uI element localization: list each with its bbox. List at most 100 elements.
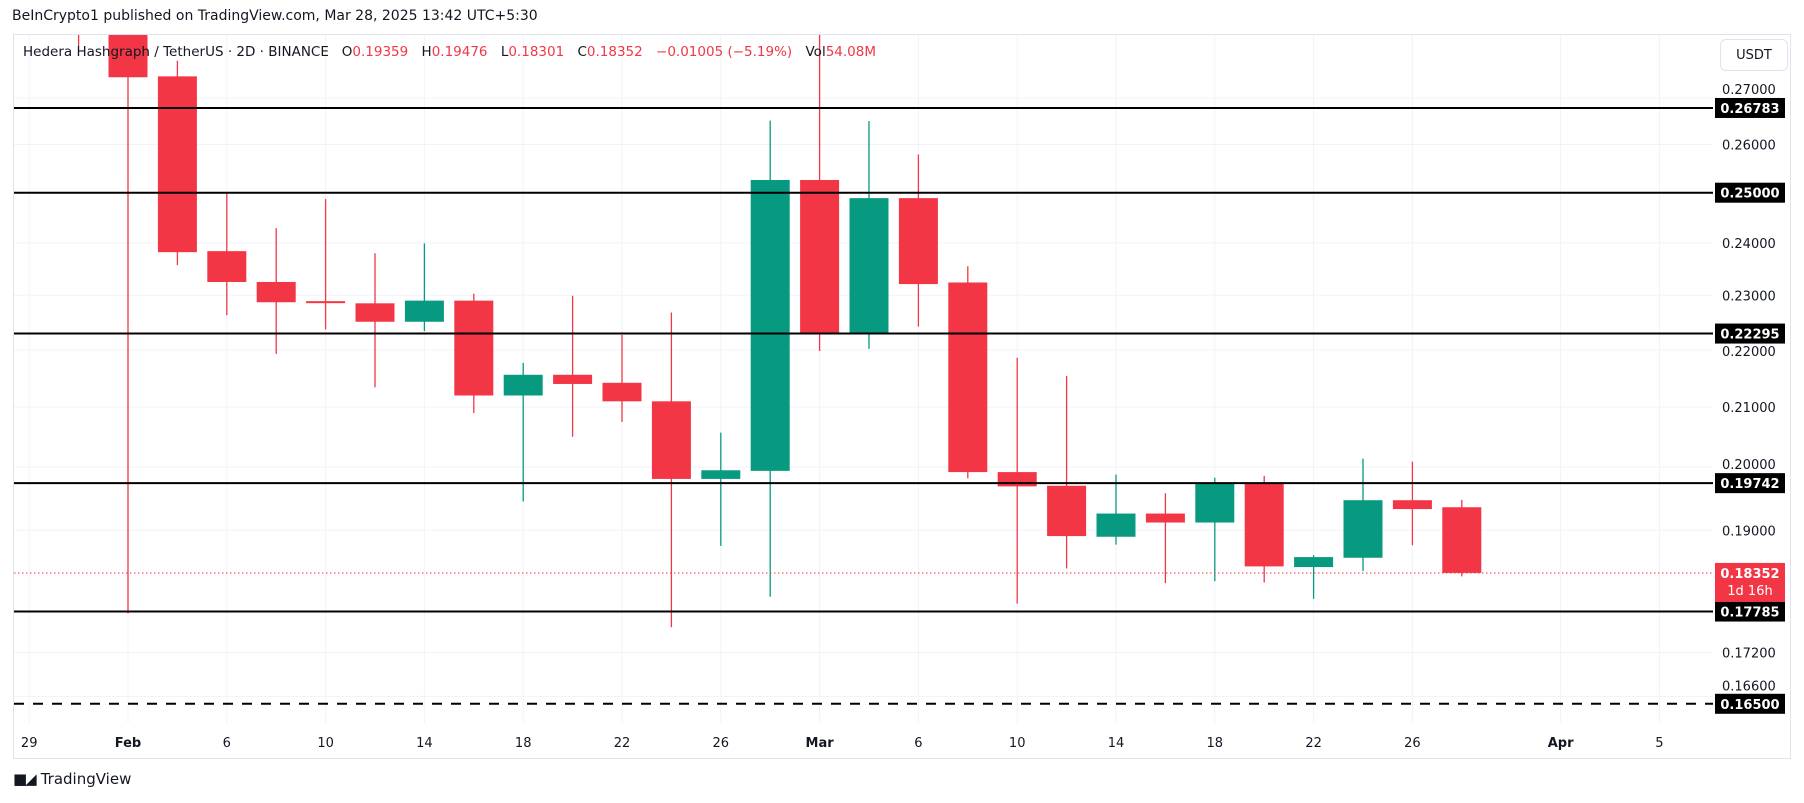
candle-up[interactable] [1195,477,1235,582]
candle-down[interactable] [1047,375,1087,569]
candle-down[interactable] [553,295,593,437]
level-label-text: 0.17785 [1720,606,1779,621]
time-tick-label: 5 [1655,736,1663,751]
candle-down[interactable] [454,293,494,414]
candle-down[interactable] [1442,499,1482,577]
price-tick-label: 0.27000 [1722,83,1776,98]
candle-body [849,198,889,334]
candle-body [1392,500,1432,510]
symbol-name[interactable]: Hedera Hashgraph / TetherUS · 2D · BINAN… [23,44,329,60]
candle-up[interactable] [701,432,741,546]
candle-body [1195,483,1235,523]
candle-body [553,374,593,384]
price-tick-label: 0.23000 [1722,289,1776,304]
level-label-box [1715,182,1785,203]
tradingview-logo[interactable]: ■◢ TradingView [13,770,131,788]
time-tick-label: Apr [1548,736,1574,751]
change-value: −0.01005 (−5.19%) [656,44,793,60]
candle-down[interactable] [1145,493,1185,584]
time-tick-label: 26 [713,736,730,751]
level-labels: 0.26783 0.25000 0.22295 0.19742 0.17785 0.165… [1715,97,1785,714]
candle-body [454,300,494,396]
time-tick-label: 10 [1009,736,1026,751]
candle-body [800,179,840,334]
candle-up[interactable] [1294,555,1334,599]
level-label-text: 0.26783 [1720,102,1779,117]
level-price-label: 0.26783 [1715,97,1785,118]
candle-down[interactable] [108,10,148,614]
level-label-text: 0.16500 [1720,698,1779,713]
level-label-box [1715,693,1785,714]
open-label: O [341,44,353,60]
candle-body [1343,500,1383,558]
price-axis[interactable]: 0.27000 0.26000 0.24000 0.23000 0.22000 0.210… [1722,83,1776,694]
time-tick-label: 10 [317,736,334,751]
candle-up[interactable] [503,362,543,502]
current-price-tag: 0.18352 1d 16h [1715,562,1785,602]
candle-body [355,303,395,322]
currency-button[interactable]: USDT [1720,39,1788,71]
candle-body [1442,507,1482,573]
candle-body [1294,557,1334,568]
candle-body [997,472,1037,487]
time-tick-label: Mar [806,736,835,751]
candle-body [207,251,247,282]
candle-up[interactable] [1343,458,1383,572]
candle-body [157,76,197,253]
candle-down[interactable] [800,33,840,352]
candle-up[interactable] [750,120,790,597]
time-tick-label: 6 [223,736,231,751]
price-tick-label: 0.19000 [1722,524,1776,539]
candle-down[interactable] [1244,475,1284,583]
candle-body [256,281,296,303]
candle-down[interactable] [207,193,247,316]
candle-body [108,35,148,78]
candle-down[interactable] [1392,461,1432,546]
level-label-box [1715,323,1785,344]
horizontal-levels[interactable] [14,106,1713,705]
time-tick-label: 18 [515,736,532,751]
volume-label: Vol [805,44,826,60]
level-price-label: 0.22295 [1715,323,1785,344]
candle-body [1047,485,1087,537]
candle-body [651,401,691,479]
time-tick-label: 22 [1305,736,1322,751]
price-tick-label: 0.24000 [1722,237,1776,252]
brand-name: TradingView [40,770,132,788]
candle-up[interactable] [1096,474,1136,545]
candle-body [1244,483,1284,567]
time-tick-label: 6 [914,736,922,751]
candle-body [306,301,346,304]
candle-down[interactable] [355,253,395,388]
level-price-label: 0.19742 [1715,473,1785,494]
candle-body [1145,513,1185,523]
time-tick-label: 26 [1404,736,1421,751]
time-axis[interactable]: 29 Feb 6 10 14 18 22 26 Mar 6 10 14 18 22 26 Apr 5 [21,736,1664,751]
time-tick-label: 22 [614,736,631,751]
tradingview-logo-icon: ■◢ [13,770,37,788]
candle-down[interactable] [651,312,691,628]
candle-down[interactable] [602,334,642,422]
candles [14,10,1713,628]
candle-down[interactable] [898,154,938,327]
level-label-text: 0.25000 [1720,187,1779,202]
candle-body [1096,513,1136,537]
candle-up[interactable] [849,121,889,349]
candle-body [701,470,741,479]
price-tick-label: 0.22000 [1722,345,1776,360]
open-value: 0.19359 [352,44,409,60]
price-tick-label: 0.20000 [1722,458,1776,473]
candle-down[interactable] [948,266,988,479]
close-label: C [577,44,587,60]
candle-up[interactable] [404,243,444,332]
candle-down[interactable] [157,60,197,266]
chart-pane-border [13,34,1791,759]
time-tick-label: Feb [115,736,141,751]
candle-down[interactable] [306,199,346,330]
current-price-text: 0.18352 [1720,567,1779,582]
time-tick-label: 14 [416,736,433,751]
high-label: H [421,44,432,60]
publish-info: BeInCrypto1 published on TradingView.com… [12,8,538,24]
price-tick-label: 0.16600 [1722,679,1776,694]
